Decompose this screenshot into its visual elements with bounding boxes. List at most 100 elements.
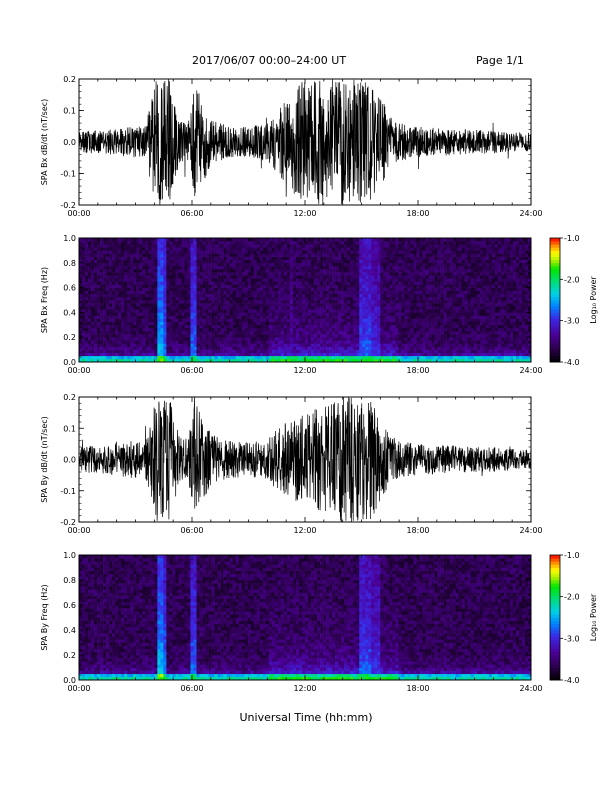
spectrogram-cell	[82, 358, 86, 363]
spectrogram-cell	[244, 238, 249, 242]
spectrogram-cell	[283, 287, 288, 291]
spectrogram-cell	[323, 321, 327, 326]
spectrogram-cell	[317, 241, 321, 245]
spectrogram-cell	[280, 284, 285, 288]
spectrogram-cell	[277, 265, 282, 270]
spectrogram-cell	[265, 284, 270, 288]
spectrogram-cell	[160, 256, 164, 260]
spectrogram-cell	[416, 296, 420, 301]
spectrogram-cell	[118, 352, 122, 357]
spectrogram-cell	[311, 259, 315, 264]
spectrogram-cell	[106, 321, 110, 326]
spectrogram-cell	[88, 238, 92, 242]
spectrogram-cell	[383, 358, 387, 363]
spectrogram-cell	[217, 303, 221, 307]
spectrogram-cell	[443, 352, 447, 357]
spectrogram-cell	[166, 355, 170, 360]
spectrogram-cell	[377, 340, 381, 344]
spectrogram-cell	[428, 337, 432, 341]
spectrogram-cell	[404, 272, 408, 276]
spectrogram-cell	[268, 334, 273, 338]
spectrogram-cell	[97, 331, 101, 335]
spectrogram-cell	[151, 324, 155, 329]
spectrogram-cell	[217, 358, 221, 363]
spectrogram-cell	[82, 244, 86, 248]
spectrogram-cell	[437, 275, 441, 279]
spectrogram-cell	[256, 250, 261, 254]
spectrogram-cell	[175, 349, 179, 353]
spectrogram-cell	[250, 312, 255, 316]
spectrogram-cell	[127, 281, 131, 285]
spectrogram-cell	[314, 312, 318, 316]
spectrogram-cell	[259, 238, 264, 242]
spectrogram-cell	[277, 312, 282, 316]
spectrogram-cell	[244, 334, 249, 338]
spectrogram-cell	[220, 247, 224, 251]
spectrogram-cell	[133, 331, 137, 335]
spectrogram-cell	[175, 312, 179, 316]
spectrogram-cell	[383, 321, 387, 326]
spectrogram-cell	[163, 287, 167, 291]
spectrogram-cell	[121, 250, 125, 254]
spectrogram-cell	[139, 272, 143, 276]
spectrogram-cell	[91, 327, 95, 332]
spectrogram-cell	[82, 309, 86, 313]
spectrogram-cell	[112, 247, 116, 251]
spectrogram-cell	[338, 287, 342, 291]
spectrogram-cell	[241, 287, 246, 291]
spectrogram-cell	[253, 265, 258, 270]
spectrogram-cell	[196, 315, 200, 319]
spectrogram-cell	[247, 238, 252, 242]
spectrogram-cell	[109, 265, 113, 270]
spectrogram-cell	[172, 281, 176, 285]
spectrogram-cell	[392, 337, 396, 341]
spectrogram-cell	[374, 337, 378, 341]
spectrogram-cell	[217, 306, 221, 310]
spectrogram-cell	[181, 334, 185, 338]
spectrogram-cell	[214, 303, 218, 307]
spectrogram-cell	[97, 259, 101, 264]
spectrogram-cell	[244, 253, 249, 257]
spectrogram-cell	[223, 296, 227, 301]
spectrogram-cell	[199, 287, 203, 291]
spectrogram-cell	[395, 265, 399, 270]
spectrogram-cell	[157, 334, 161, 338]
spectrogram-cell	[82, 343, 86, 347]
spectrogram-cell	[329, 321, 333, 326]
spectrogram-cell	[410, 352, 414, 357]
spectrogram-cell	[88, 296, 92, 301]
spectrogram-cell	[314, 256, 318, 260]
spectrogram-cell	[220, 343, 224, 347]
spectrogram-cell	[172, 358, 176, 363]
spectrogram-cell	[365, 334, 369, 338]
spectrogram-cell	[100, 349, 104, 353]
spectrogram-cell	[145, 327, 149, 332]
spectrogram-cell	[190, 324, 194, 329]
spectrogram-cell	[422, 253, 426, 257]
spectrogram-cell	[244, 259, 249, 264]
spectrogram-cell	[127, 334, 131, 338]
spectrogram-cell	[106, 300, 110, 304]
spectrogram-cell	[377, 256, 381, 260]
spectrogram-cell	[220, 281, 224, 285]
spectrogram-cell	[368, 284, 372, 288]
spectrogram-cell	[404, 265, 408, 270]
spectrogram-cell	[295, 278, 300, 282]
spectrogram-cell	[229, 300, 233, 304]
spectrogram-cell	[118, 265, 122, 270]
spectrogram-cell	[305, 256, 309, 260]
spectrogram-cell	[398, 315, 402, 319]
spectrogram-cell	[371, 349, 375, 353]
spectrogram-cell	[193, 259, 197, 264]
spectrogram-cell	[247, 259, 252, 264]
spectrogram-cell	[91, 306, 95, 310]
spectrogram-cell	[124, 269, 128, 273]
spectrogram-cell	[187, 265, 191, 270]
spectrogram-cell	[247, 281, 252, 285]
spectrogram-cell	[172, 269, 176, 273]
spectrogram-cell	[97, 262, 101, 267]
spectrogram-cell	[317, 300, 321, 304]
spectrogram-cell	[317, 306, 321, 310]
spectrogram-cell	[211, 259, 215, 264]
spectrogram-cell	[386, 337, 390, 341]
